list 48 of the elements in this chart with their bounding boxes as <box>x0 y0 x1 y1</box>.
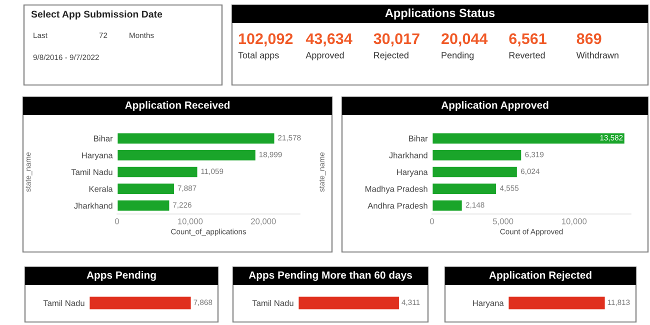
category-label: Approved <box>306 52 344 60</box>
x-tick-label: 5,000 <box>492 218 514 226</box>
bar <box>432 199 464 212</box>
bar <box>117 132 276 145</box>
bar <box>432 132 626 145</box>
y-tick-label: Haryana <box>82 152 113 160</box>
x-tick-label: 20,000 <box>251 218 276 226</box>
category-label: Total apps <box>238 52 279 60</box>
y-tick-label: Tamil Nadu <box>43 300 84 306</box>
text: Select App Submission Date <box>31 10 162 20</box>
y-tick-label: Bihar <box>94 135 113 142</box>
bar <box>432 182 498 196</box>
x-tick-label: 0 <box>430 218 434 224</box>
chart-title: Application Rejected <box>489 271 592 281</box>
x-tick-label: 10,000 <box>178 218 203 226</box>
bar <box>117 182 176 196</box>
text: 43,634 <box>306 33 352 46</box>
chart-title: Apps Pending <box>86 271 156 281</box>
y-tick-label: Haryana <box>397 169 428 177</box>
category-label: Reverted <box>509 52 545 58</box>
bar <box>117 165 199 179</box>
category-label: Rejected <box>374 52 408 60</box>
y-tick-label: Madhya Pradesh <box>366 186 428 194</box>
category-label: Pending <box>442 52 474 60</box>
text: 869 <box>576 33 602 44</box>
text: 20,044 <box>442 33 488 46</box>
y-tick-label: Kerala <box>89 186 113 192</box>
y-tick-label: Tamil Nadu <box>252 300 294 306</box>
bar <box>117 199 171 212</box>
category-label: Withdrawn <box>576 52 618 58</box>
text: Applications Status <box>385 8 495 20</box>
y-tick-label: Jharkhand <box>389 152 428 158</box>
chart-title: Apps Pending More than 60 days <box>248 271 412 281</box>
y-tick-label: Tamil Nadu <box>71 168 112 176</box>
x-tick-label: 0 <box>115 218 119 224</box>
y-tick-label: Bihar <box>409 135 428 142</box>
y-tick-label: Haryana <box>473 300 504 308</box>
text: 6,561 <box>509 33 546 46</box>
chart-title: Application Received <box>125 101 230 111</box>
bar <box>117 148 257 162</box>
y-tick-label: Andhra Pradesh <box>368 202 428 209</box>
text: 30,017 <box>374 33 420 46</box>
text: 102,092 <box>238 33 293 46</box>
bar <box>432 148 523 162</box>
bar <box>432 165 518 179</box>
chart-title: Application Approved <box>441 101 548 111</box>
y-tick-label: Jharkhand <box>74 202 112 209</box>
x-tick-label: 10,000 <box>562 218 587 226</box>
